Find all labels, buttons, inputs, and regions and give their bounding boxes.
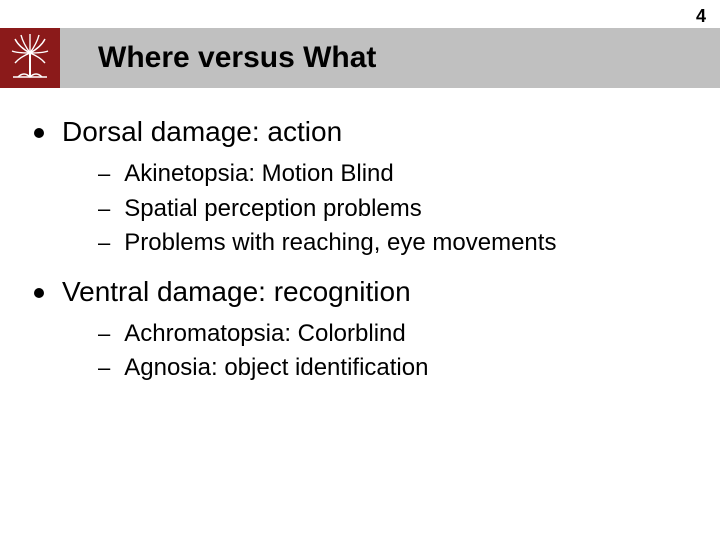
bullet-text: Dorsal damage: action (62, 114, 342, 150)
sub-bullet-item: – Akinetopsia: Motion Blind (98, 158, 700, 190)
slide-title: Where versus What (98, 41, 376, 75)
sub-bullet-text: Achromatopsia: Colorblind (124, 318, 405, 350)
slide-content: Dorsal damage: action – Akinetopsia: Mot… (34, 108, 700, 399)
sub-bullet-text: Problems with reaching, eye movements (124, 227, 556, 259)
bullet-dot-icon (34, 128, 44, 138)
dash-icon: – (98, 193, 110, 225)
sub-bullet-item: – Spatial perception problems (98, 193, 700, 225)
sub-bullet-text: Spatial perception problems (124, 193, 422, 225)
bullet-item: Dorsal damage: action (34, 114, 700, 150)
bullet-text: Ventral damage: recognition (62, 274, 411, 310)
sub-bullet-list: – Akinetopsia: Motion Blind – Spatial pe… (98, 158, 700, 259)
sub-bullet-text: Akinetopsia: Motion Blind (124, 158, 393, 190)
sub-bullet-item: – Problems with reaching, eye movements (98, 227, 700, 259)
bullet-dot-icon (34, 288, 44, 298)
dash-icon: – (98, 318, 110, 350)
palmetto-logo-icon (9, 33, 51, 84)
dash-icon: – (98, 227, 110, 259)
dash-icon: – (98, 352, 110, 384)
page-number: 4 (696, 6, 706, 27)
sub-bullet-item: – Achromatopsia: Colorblind (98, 318, 700, 350)
sub-bullet-list: – Achromatopsia: Colorblind – Agnosia: o… (98, 318, 700, 385)
logo-block (0, 28, 60, 88)
bullet-item: Ventral damage: recognition (34, 274, 700, 310)
title-bar: Where versus What (0, 28, 720, 88)
sub-bullet-text: Agnosia: object identification (124, 352, 428, 384)
sub-bullet-item: – Agnosia: object identification (98, 352, 700, 384)
dash-icon: – (98, 158, 110, 190)
